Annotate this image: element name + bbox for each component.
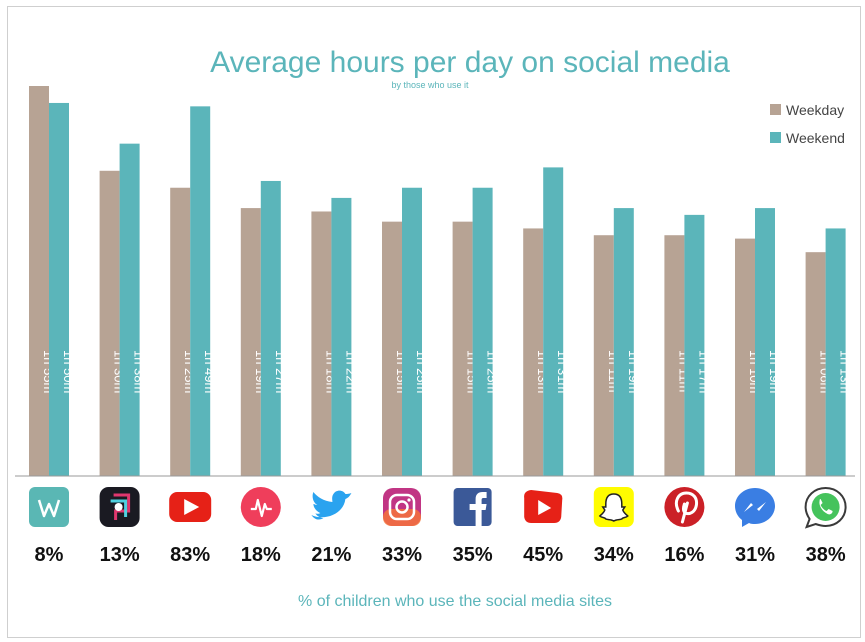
usage-percent-10: 31% (735, 544, 775, 566)
bar-weekday-4 (311, 211, 332, 476)
bar-label-weekend-3: 1h 27m (273, 350, 288, 393)
chart-title: Average hours per day on social media (210, 46, 730, 79)
bar-weekend-4 (331, 197, 352, 477)
usage-percent-6: 35% (453, 544, 493, 566)
percent-labels: 8% 13% 83% 18% 21% 33% 35% 45% 34% 16% 31% 38% (35, 544, 846, 566)
bar-weekend-3 (260, 180, 281, 476)
usage-percent-4: 21% (311, 544, 351, 566)
bar-weekend-8 (613, 208, 634, 476)
bar-weekday-5 (382, 221, 402, 476)
twitter-icon (311, 490, 352, 520)
pinterest-icon (664, 487, 705, 527)
bar-weekday-7 (523, 228, 544, 476)
usage-percent-11: 38% (806, 544, 846, 566)
bar-weekday-10 (735, 238, 755, 476)
facebook-icon (453, 488, 492, 526)
x-axis-label: % of children who use the social media s… (298, 593, 612, 610)
usage-percent-7: 45% (523, 544, 563, 566)
youtube-kids-icon (524, 490, 563, 523)
bar-label-weekend-6: 1h 25m (485, 350, 500, 393)
usage-percent-0: 8% (35, 544, 64, 566)
bar-weekday-9 (664, 235, 685, 476)
bar-weekday-6 (452, 221, 473, 476)
whatsapp-icon (804, 486, 847, 529)
bar-weekend-5 (402, 187, 422, 476)
instagram-icon (383, 488, 421, 526)
usage-percent-9: 16% (664, 544, 704, 566)
legend-label-weekday: Weekday (786, 102, 844, 118)
usage-percent-2: 83% (170, 544, 210, 566)
snapchat-icon (593, 487, 634, 527)
legend-swatch-weekday (770, 104, 781, 115)
bar-weekday-0 (29, 86, 49, 476)
bar-weekend-11 (825, 228, 846, 476)
chart-subtitle: by those who use it (391, 80, 469, 90)
usage-percent-3: 18% (241, 544, 281, 566)
legend-label-weekend: Weekend (786, 130, 845, 146)
bar-weekend-2 (190, 106, 211, 476)
bar-label-weekend-10: 1h 19m (767, 350, 782, 393)
bar-weekend-7 (543, 167, 564, 477)
bar-weekday-8 (593, 235, 614, 476)
bar-label-weekend-8: 1h 19m (626, 350, 641, 393)
icons-row (29, 486, 847, 529)
bar-weekday-3 (240, 208, 261, 476)
bar-weekday-1 (99, 170, 120, 477)
musically-heart-icon (240, 487, 281, 527)
legend: Weekday Weekend (770, 102, 845, 146)
legend-swatch-weekend (770, 132, 781, 143)
bar-label-weekend-0: 1h 50m (61, 350, 76, 393)
chart-frame (7, 6, 861, 638)
bars-group: 1h 55m 1h 50m 1h 30m 1h 38m 1h 25m 1h 49m 1h 1… (29, 86, 853, 477)
bar-label-weekend-2: 1h 49m (202, 350, 217, 393)
wattpad-icon (29, 487, 69, 527)
musically-icon (99, 487, 140, 527)
youtube-icon (169, 492, 212, 522)
messenger-icon (735, 488, 775, 527)
bar-label-weekend-5: 1h 25m (414, 350, 429, 393)
bar-label-weekend-1: 1h 38m (132, 350, 147, 393)
bar-weekend-9 (684, 214, 705, 476)
usage-percent-1: 13% (100, 544, 140, 566)
usage-percent-8: 34% (594, 544, 634, 566)
bar-label-weekend-11: 1h 13m (838, 350, 853, 393)
bar-label-weekend-9: 1h 17m (696, 350, 711, 393)
bar-weekend-6 (472, 187, 493, 476)
bar-weekend-0 (49, 102, 69, 477)
bar-label-weekend-7: 1h 31m (555, 350, 570, 393)
bar-weekend-10 (755, 208, 775, 476)
bar-label-weekend-4: 1h 22m (343, 350, 358, 393)
bar-weekday-2 (170, 187, 191, 476)
bar-weekday-11 (805, 252, 826, 476)
usage-percent-5: 33% (382, 544, 422, 566)
bar-weekend-1 (119, 143, 140, 477)
